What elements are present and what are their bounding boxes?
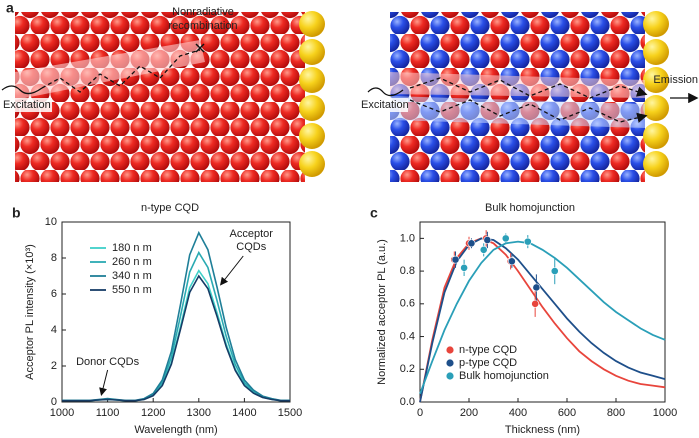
panel-label: a (6, 0, 14, 16)
y-tick-label: 0.6 (400, 298, 415, 310)
legend-label: 180 n m (112, 242, 152, 254)
fit-line (419, 237, 666, 403)
y-tick-label: 10 (45, 216, 57, 228)
plot-frame (419, 221, 666, 403)
point (501, 234, 510, 243)
annotation: Nonradiative (172, 6, 234, 18)
y-tick-label: 0 (51, 396, 57, 408)
legend-label: 260 n m (112, 256, 152, 268)
fit-line (419, 237, 666, 403)
legend-label: n-type CQD (459, 344, 517, 356)
point (507, 257, 516, 266)
panel-label: c (370, 205, 378, 221)
point (550, 267, 559, 275)
y-axis-label: Normalized acceptor PL (a.u.) (376, 239, 388, 385)
x-tick-label: 1300 (187, 407, 211, 419)
x-tick-label: 400 (509, 407, 527, 419)
line (62, 274, 290, 402)
x-tick-label: 800 (607, 407, 625, 419)
fit-line (419, 240, 666, 395)
input-label: Excitation (3, 99, 51, 111)
annotation: CQDs (236, 241, 266, 253)
annotation-arrow (220, 255, 244, 286)
annotation: recombination (168, 20, 237, 32)
x-tick-label: 1000 (50, 407, 74, 419)
annotation-arrow (99, 369, 109, 396)
x-axis-label: Thickness (nm) (505, 424, 580, 436)
point (479, 245, 488, 254)
lattice-left (1, 11, 325, 182)
legend-swatch (446, 359, 454, 367)
y-tick-label: 0.4 (400, 330, 415, 342)
y-tick-label: 2 (51, 360, 57, 372)
caption: Bulk homojunction (485, 202, 575, 214)
x-tick-label: 1000 (653, 407, 677, 419)
y-tick-label: 4 (51, 324, 57, 336)
x-tick-label: 1500 (278, 407, 302, 419)
point (467, 239, 476, 248)
point (532, 283, 541, 292)
legend-swatch (446, 346, 454, 354)
annotation: Acceptor (230, 228, 274, 240)
caption: n-type CQD (141, 202, 199, 214)
legend-label: 550 n m (112, 284, 152, 296)
y-axis-label: Acceptor PL intensity (×10³) (24, 244, 36, 380)
panel-label: b (12, 205, 21, 221)
point (451, 255, 460, 264)
x-tick-label: 1400 (232, 407, 256, 419)
y-tick-label: 0.8 (400, 265, 415, 277)
line (62, 230, 290, 402)
point (483, 236, 492, 244)
legend-swatch (446, 372, 454, 380)
annotation: Donor CQDs (76, 356, 139, 368)
lattice-right (367, 11, 699, 182)
x-tick-label: 1100 (96, 407, 120, 419)
input-label: Excitation (361, 99, 409, 111)
y-tick-label: 6 (51, 288, 57, 300)
y-tick-label: 8 (51, 252, 57, 264)
x-tick-label: 0 (417, 407, 423, 419)
x-axis-label: Wavelength (nm) (134, 424, 217, 436)
point (531, 299, 540, 308)
y-tick-label: 0.0 (400, 396, 415, 408)
output-label: Emission (653, 74, 698, 86)
x-tick-label: 600 (558, 407, 576, 419)
legend-label: Bulk homojunction (459, 370, 549, 382)
point (523, 237, 532, 246)
plot-frame (61, 221, 291, 403)
legend-label: 340 n m (112, 270, 152, 282)
y-tick-label: 1.0 (400, 232, 415, 244)
y-tick-label: 0.2 (400, 363, 415, 375)
legend-label: p-type CQD (459, 357, 517, 369)
x-tick-label: 200 (460, 407, 478, 419)
point (460, 263, 468, 272)
x-tick-label: 1200 (141, 407, 165, 419)
